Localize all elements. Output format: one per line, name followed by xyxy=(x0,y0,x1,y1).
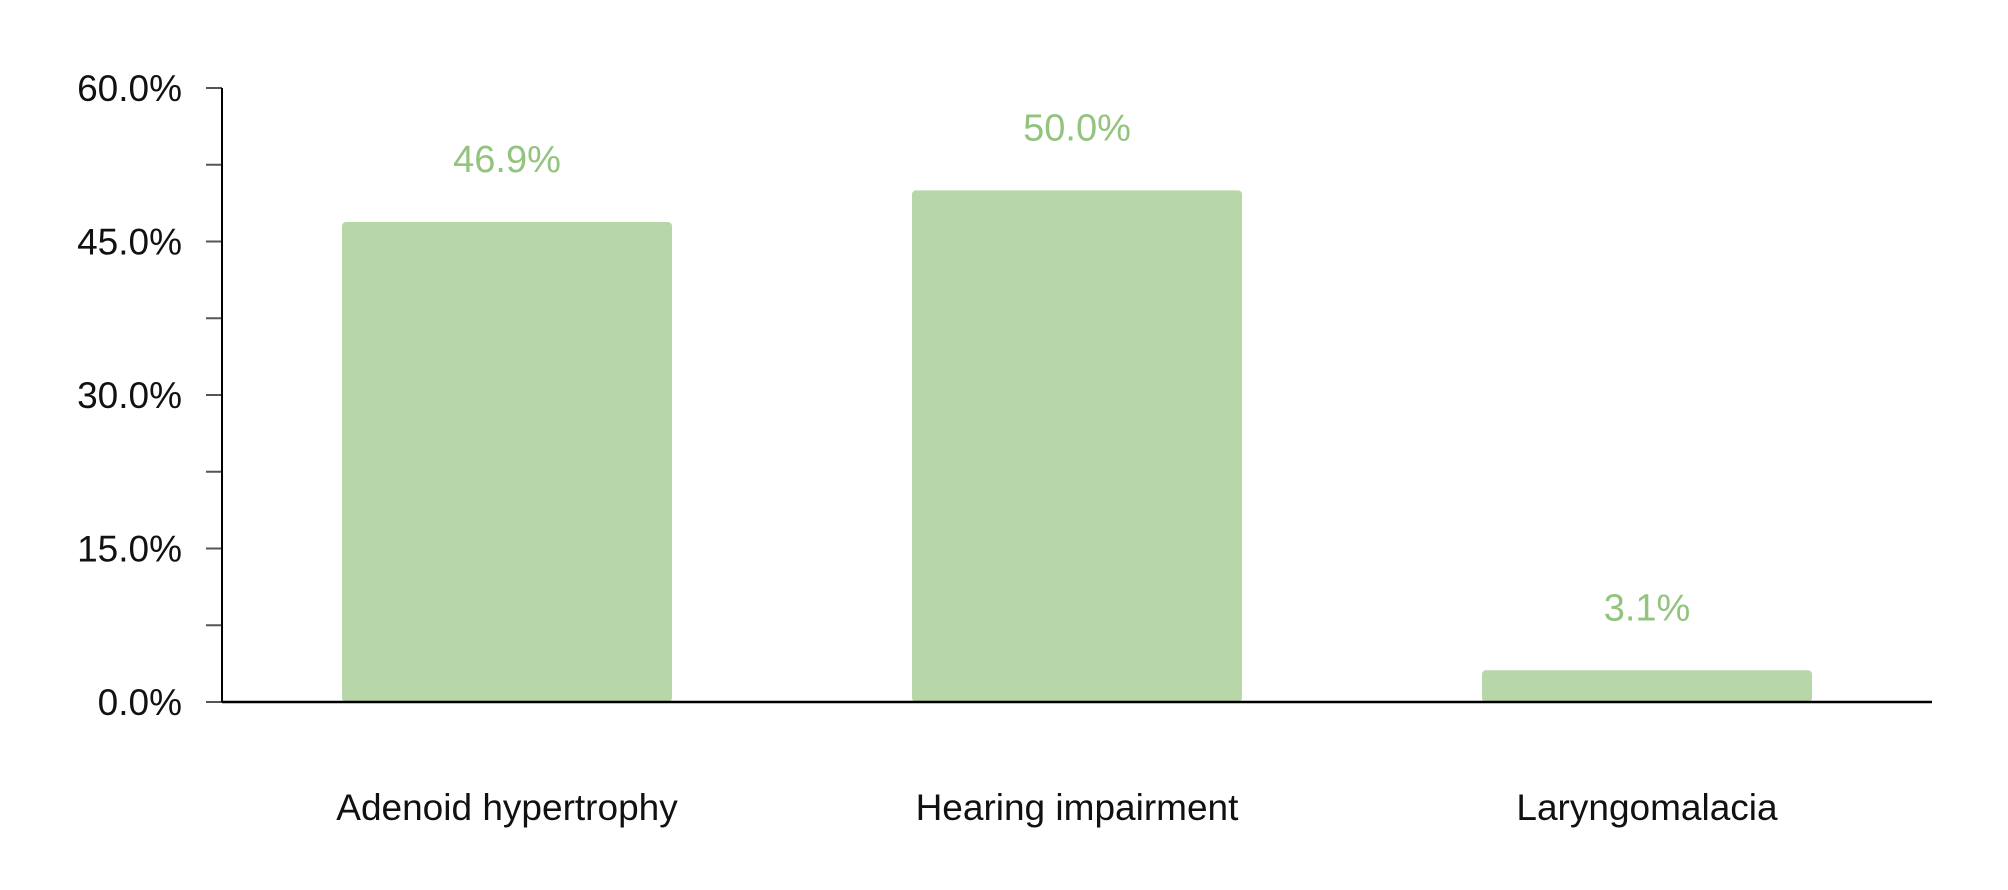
bars xyxy=(342,190,1812,703)
bar-data-label: 46.9% xyxy=(453,139,561,181)
x-category-label: Adenoid hypertrophy xyxy=(336,787,678,828)
y-tick-label: 45.0% xyxy=(77,222,182,263)
bar xyxy=(342,222,672,702)
x-category-label: Laryngomalacia xyxy=(1516,787,1778,828)
y-axis-tick-labels: 0.0% 15.0% 30.0% 45.0% 60.0% xyxy=(77,68,182,723)
bar xyxy=(1482,670,1812,702)
y-tick-label: 0.0% xyxy=(98,682,182,723)
bar xyxy=(912,190,1242,703)
y-tick-label: 30.0% xyxy=(77,375,182,416)
x-category-label: Hearing impairment xyxy=(916,787,1240,828)
y-axis-ticks xyxy=(206,87,222,703)
y-tick-label: 15.0% xyxy=(77,529,182,570)
bar-data-label: 50.0% xyxy=(1023,107,1131,149)
bar-data-label: 3.1% xyxy=(1604,587,1691,629)
x-axis-category-labels: Adenoid hypertrophy Hearing impairment Lar… xyxy=(336,787,1778,828)
y-tick-label: 60.0% xyxy=(77,68,182,109)
data-labels: 46.9% 50.0% 3.1% xyxy=(453,107,1690,629)
